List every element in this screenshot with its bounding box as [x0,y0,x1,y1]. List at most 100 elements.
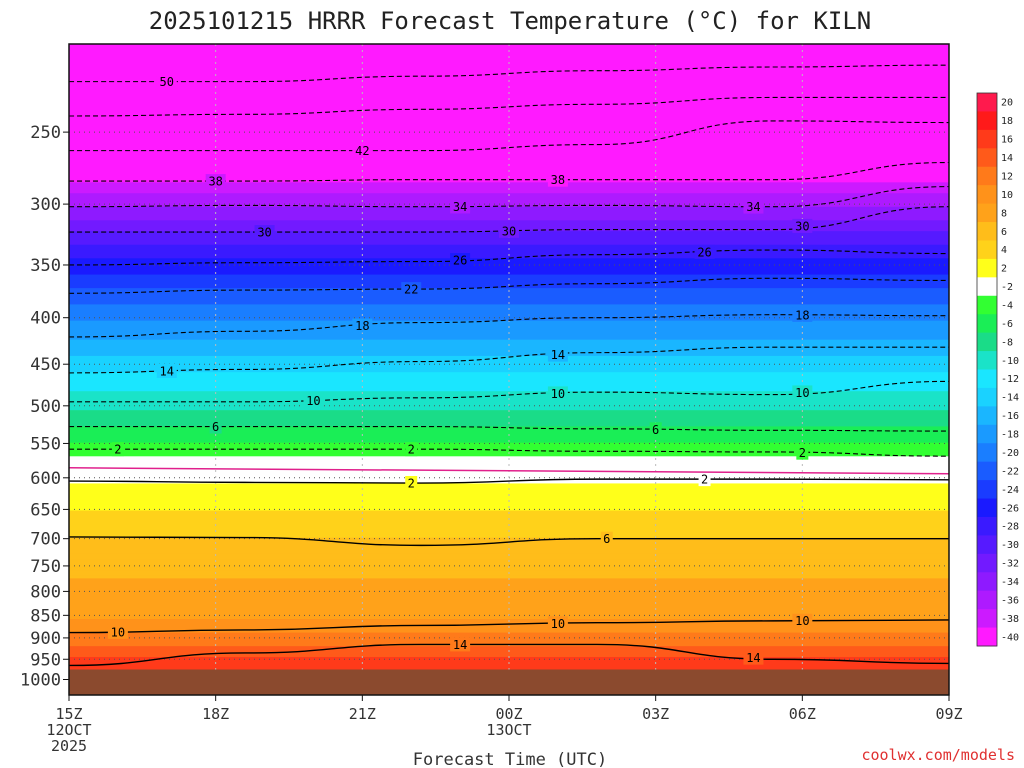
contour-label: 10 [551,387,565,401]
temperature-band [69,404,949,409]
temperature-band [69,160,949,164]
colorbar-swatch [977,203,997,223]
temperature-band [69,431,949,436]
colorbar-label: -16 [1001,411,1019,422]
isotherm-line [69,96,949,117]
isotherm-line [69,64,949,83]
contour-label: 30 [795,219,809,233]
temperature-band [69,285,949,289]
temperature-band [69,155,949,159]
contour-label: 38 [551,173,565,187]
temperature-band [69,464,949,468]
colorbar-legend: 20 18 16 14 12 10 8 6 4 2 -2 -4 -6 -8 -10 -12 -14 -16 -18 -… [976,92,1019,647]
y-tick-label: 600 [30,469,61,489]
temperature-band [69,185,949,189]
colorbar-label: -32 [1001,559,1019,570]
temperature-band [69,388,949,392]
colorbar-label: -26 [1001,503,1019,514]
credit-text: coolwx.com/models [861,746,1015,764]
temperature-band [69,556,949,560]
temperature-band [69,478,949,482]
temperature-band [69,586,949,590]
temperature-band [69,456,949,460]
contour-label: 30 [257,226,271,240]
temperature-band [69,236,949,240]
temperature-band [69,315,949,319]
colorbar-swatch [977,222,997,241]
contour-label: 26 [697,245,711,259]
colorbar-label: 2 [1001,264,1007,275]
contour-label-bg [401,282,422,297]
colorbar-label: -12 [1001,374,1019,385]
temperature-band [69,627,949,631]
contour-label-bg [352,318,373,333]
temperature-band [69,526,949,531]
contour-label-bg [352,143,373,158]
colorbar-label: -34 [1001,577,1019,588]
temperature-band [69,665,949,669]
colorbar-label: 16 [1001,135,1013,146]
temperature-band [69,106,949,110]
y-tick-label: 400 [30,309,61,329]
temperature-band [69,166,949,170]
temperature-band [69,423,949,428]
temperature-band [69,179,949,183]
temperature-band [69,345,949,349]
colorbar-label: -24 [1001,485,1019,496]
y-axis-ticks: 250 300 350 400 450 500 550 600 650 700 750 800 850 9… [20,123,69,691]
temperature-band [69,258,949,262]
temperature-band [69,147,949,151]
temperature-band [69,578,949,582]
temperature-band [69,543,949,547]
contour-label: 2 [701,473,708,487]
temperature-band [69,261,949,265]
temperature-band [69,597,949,601]
contour-label: 42 [355,144,369,158]
temperature-band [69,453,949,457]
temperature-band [69,71,949,75]
y-tick-label: 900 [30,629,61,649]
contour-label: 18 [795,308,809,322]
temperature-band [69,288,949,292]
temperature-band [69,472,949,476]
temperature-band [69,418,949,422]
colorbar-label: -18 [1001,430,1019,441]
contour-label: 14 [160,364,174,378]
contour-label-bg [499,223,519,238]
temperature-band [69,125,949,129]
temperature-band [69,567,949,571]
temperature-band [69,95,949,99]
contour-label-bg [303,393,324,408]
temperature-band [69,448,949,452]
temperature-band [69,149,949,154]
temperature-band [69,377,949,381]
colorbar-swatch [977,351,997,370]
colorbar-swatch [977,461,997,481]
contour-label: 10 [795,614,809,628]
colorbar-label: 6 [1001,227,1007,238]
contour-label-bg [792,613,813,628]
colorbar-label: -2 [1001,282,1013,293]
colorbar-swatch [977,258,997,278]
temperature-band [69,298,949,303]
colorbar-label: 14 [1001,153,1013,164]
temperature-band [69,629,949,634]
temperature-band [69,491,949,495]
temperature-band [69,46,949,51]
contour-label: 34 [453,200,467,214]
temperature-band [69,119,949,124]
temperature-band [69,176,949,181]
temperature-band [69,570,949,574]
colorbar-frame [976,92,998,647]
contour-label: 10 [795,386,809,400]
y-tick-label: 250 [30,123,61,143]
temperature-band [69,486,949,490]
colorbar-swatch [977,166,997,186]
contour-label: 2 [799,446,806,460]
temperature-band [69,521,949,525]
x-tick-label: 12OCT [46,721,91,739]
temperature-band [69,380,949,384]
colorbar-label: -30 [1001,540,1019,551]
temperature-band [69,467,949,471]
